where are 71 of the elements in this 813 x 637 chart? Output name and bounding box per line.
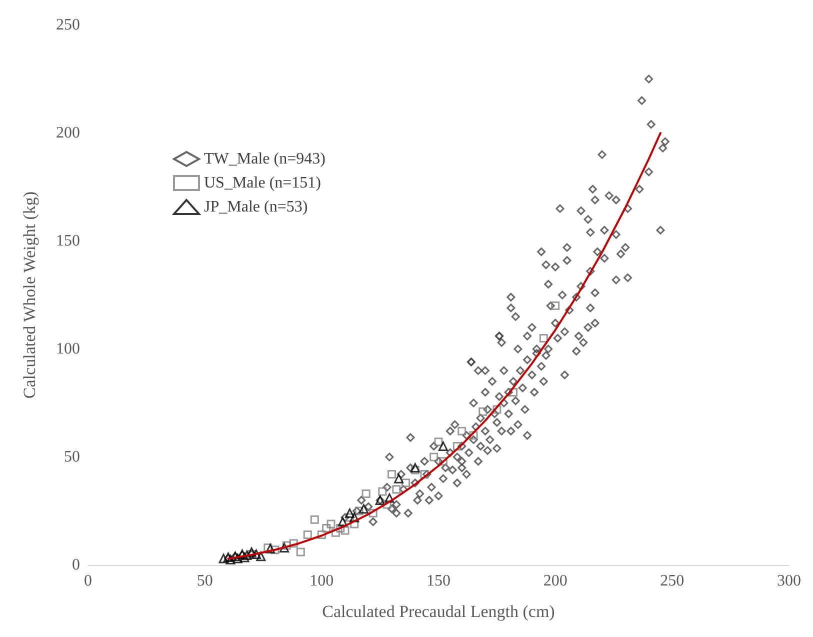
point bbox=[402, 478, 410, 488]
point bbox=[438, 457, 448, 466]
point bbox=[310, 515, 319, 524]
point bbox=[368, 508, 378, 518]
legend-label: US_Male (n=151) bbox=[204, 174, 322, 192]
point bbox=[256, 552, 266, 562]
y-tick-label: 250 bbox=[56, 16, 80, 34]
point bbox=[410, 463, 420, 473]
point bbox=[452, 442, 462, 450]
legend-label: JP_Male (n=53) bbox=[204, 198, 308, 216]
point bbox=[394, 474, 404, 484]
point bbox=[251, 549, 261, 559]
y-tick-label: 200 bbox=[56, 124, 80, 142]
point bbox=[478, 407, 488, 416]
point bbox=[246, 547, 256, 557]
point bbox=[382, 500, 392, 509]
point bbox=[434, 438, 443, 446]
x-tick-label: 50 bbox=[196, 572, 213, 590]
point bbox=[539, 334, 548, 342]
point bbox=[358, 504, 368, 514]
x-tick-label: 200 bbox=[543, 572, 568, 590]
point bbox=[336, 524, 345, 533]
point bbox=[280, 542, 290, 552]
point bbox=[282, 541, 291, 550]
point bbox=[266, 544, 276, 554]
point bbox=[317, 530, 326, 540]
point bbox=[242, 550, 252, 560]
x-tick-label: 0 bbox=[84, 572, 92, 590]
point bbox=[420, 470, 429, 479]
point bbox=[218, 554, 228, 564]
point bbox=[362, 489, 370, 498]
x-axis-title: Calculated Precaudal Length (cm) bbox=[322, 602, 555, 621]
point bbox=[270, 546, 280, 554]
point bbox=[344, 508, 354, 518]
point bbox=[492, 405, 502, 414]
y-tick-label: 100 bbox=[56, 340, 80, 358]
point bbox=[388, 470, 396, 479]
point bbox=[322, 524, 331, 533]
point bbox=[331, 528, 340, 537]
y-tick-label: 0 bbox=[72, 556, 80, 574]
point bbox=[438, 441, 448, 451]
point bbox=[354, 506, 364, 516]
point bbox=[350, 520, 359, 528]
point bbox=[410, 466, 420, 474]
point bbox=[378, 487, 387, 496]
point bbox=[340, 526, 350, 535]
point bbox=[240, 552, 250, 562]
point bbox=[430, 452, 438, 462]
point bbox=[289, 539, 298, 548]
y-tick-label: 150 bbox=[56, 232, 80, 250]
point bbox=[326, 520, 336, 528]
point bbox=[296, 548, 305, 556]
point bbox=[551, 302, 560, 310]
point bbox=[509, 388, 518, 396]
x-tick-label: 300 bbox=[777, 572, 801, 590]
point bbox=[350, 512, 360, 522]
point bbox=[303, 530, 312, 540]
point bbox=[392, 485, 401, 494]
legend-label: TW_Male (n=943) bbox=[204, 150, 326, 168]
point bbox=[345, 513, 354, 522]
point bbox=[338, 517, 348, 527]
point bbox=[384, 493, 394, 503]
x-tick-label: 150 bbox=[426, 572, 450, 590]
x-tick-label: 100 bbox=[310, 572, 334, 590]
point bbox=[458, 426, 466, 436]
y-tick-label: 50 bbox=[64, 448, 80, 466]
point bbox=[226, 554, 236, 564]
point bbox=[232, 554, 242, 564]
y-axis-title: Calculated Whole Weight (kg) bbox=[20, 191, 39, 399]
point bbox=[469, 431, 478, 440]
x-tick-label: 250 bbox=[660, 572, 684, 590]
